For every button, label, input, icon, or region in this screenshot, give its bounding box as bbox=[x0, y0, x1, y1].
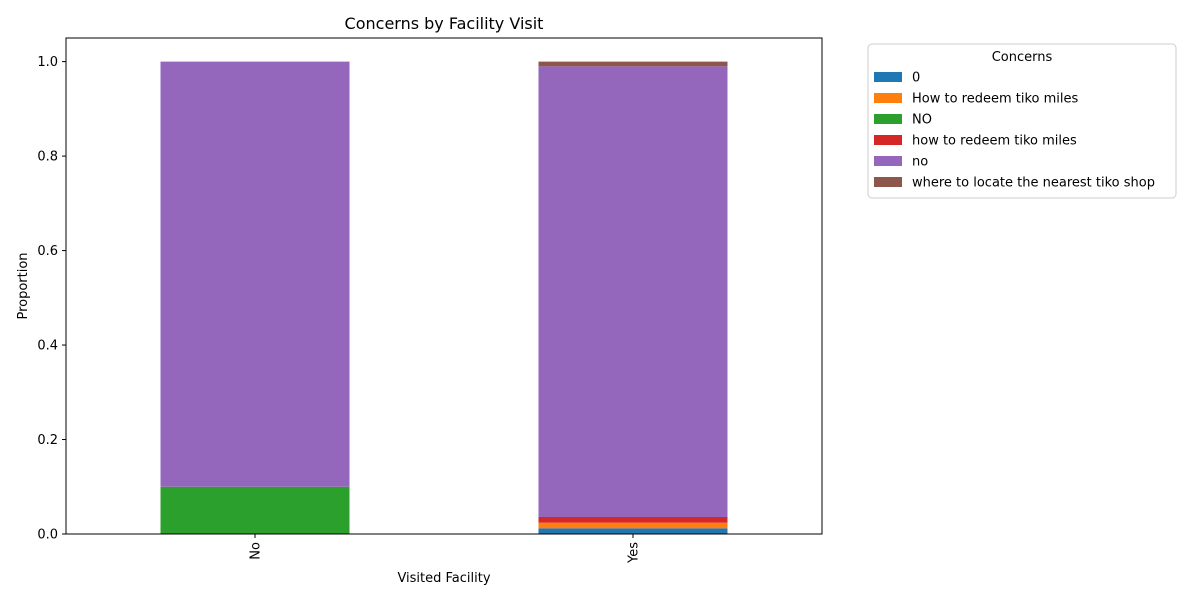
legend-label: NO bbox=[912, 113, 932, 128]
legend-label: 0 bbox=[912, 71, 920, 86]
chart-title: Concerns by Facility Visit bbox=[345, 14, 544, 33]
legend-label: where to locate the nearest tiko shop bbox=[912, 176, 1155, 191]
bar-yes-series-1 bbox=[538, 522, 728, 529]
bars-group bbox=[160, 61, 728, 534]
legend-label: no bbox=[912, 155, 928, 170]
x-axis: No Yes bbox=[249, 534, 642, 564]
x-axis-label: Visited Facility bbox=[397, 571, 490, 586]
legend-swatch bbox=[874, 114, 902, 124]
legend-label: how to redeem tiko miles bbox=[912, 134, 1077, 149]
bar-yes-series-0 bbox=[538, 528, 728, 534]
bar-no-series-2 bbox=[160, 486, 350, 534]
y-tick-label: 0.4 bbox=[37, 339, 58, 354]
y-tick-label: 1.0 bbox=[37, 55, 58, 70]
bar-no-series-4 bbox=[160, 61, 350, 487]
plot-frame bbox=[65, 37, 823, 535]
y-tick-label: 0.6 bbox=[37, 244, 58, 259]
x-tick-label: Yes bbox=[627, 542, 642, 564]
legend-swatch bbox=[874, 156, 902, 166]
legend-swatch bbox=[874, 177, 902, 187]
legend-frame bbox=[867, 43, 1177, 199]
legend-label: How to redeem tiko miles bbox=[912, 92, 1079, 107]
y-axis-label: Proportion bbox=[16, 252, 31, 319]
y-axis: 0.0 0.2 0.4 0.6 0.8 1.0 bbox=[37, 55, 66, 543]
legend-title: Concerns bbox=[992, 50, 1053, 65]
y-tick-label: 0.2 bbox=[37, 433, 58, 448]
bar-yes-series-3 bbox=[538, 516, 728, 523]
y-tick-label: 0.0 bbox=[37, 528, 58, 543]
y-tick-label: 0.8 bbox=[37, 150, 58, 165]
legend-swatch bbox=[874, 93, 902, 103]
legend-swatch bbox=[874, 135, 902, 145]
x-tick-label: No bbox=[249, 542, 264, 560]
legend-swatch bbox=[874, 72, 902, 82]
legend: Concerns 0 How to redeem tiko miles NO how … bbox=[867, 43, 1177, 199]
legend-items: 0 How to redeem tiko miles NO how to redeem… bbox=[874, 71, 1155, 191]
bar-yes-series-4 bbox=[538, 66, 728, 517]
bar-yes-series-5 bbox=[538, 61, 728, 67]
